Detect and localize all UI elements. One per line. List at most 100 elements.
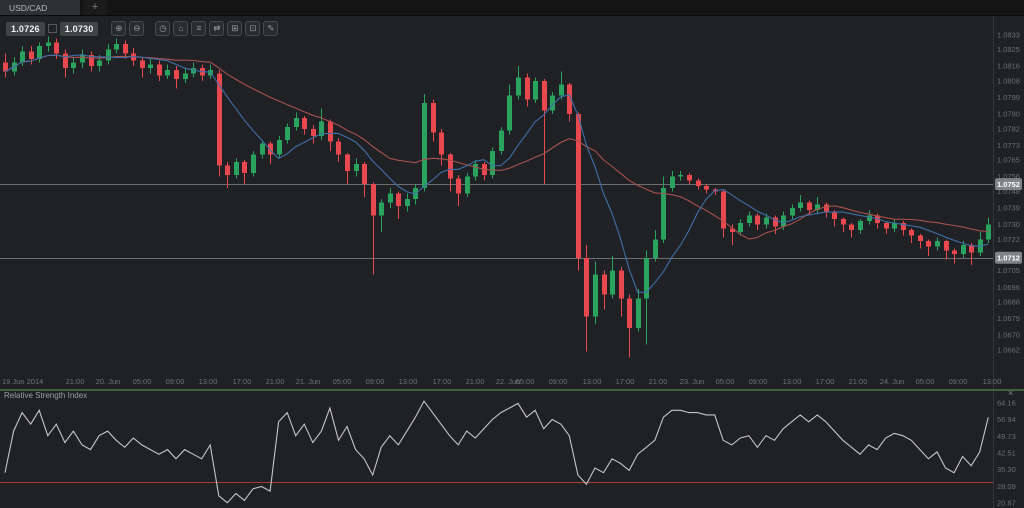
- time-tick-label: 05:00: [716, 377, 735, 386]
- zoom-in-button[interactable]: ⊕: [111, 21, 127, 36]
- candle-body: [721, 191, 726, 229]
- chart-canvas[interactable]: 1.0833 1.0825 1.0816 1.0808 1.0799 1.0790 1.07…: [0, 16, 1024, 508]
- candle-body: [901, 222, 906, 231]
- candle-body: [755, 215, 760, 225]
- candle-body: [858, 220, 863, 231]
- price-tick-label: 1.0662: [997, 345, 1020, 354]
- price-line-tag: 1.0712: [995, 251, 1022, 264]
- price-tick-label: 1.0730: [997, 220, 1020, 229]
- candle-body: [123, 44, 128, 54]
- candle-body: [148, 64, 153, 69]
- candle-body: [371, 184, 376, 216]
- candle-body: [217, 73, 222, 166]
- price-tick-label: 1.0688: [997, 297, 1020, 306]
- chart-toolbar: 1.0726 1.0730 ⊕ ⊖ ◷ ⌂ ≡ ⇄ ⊞ ⊡ ✎: [6, 21, 279, 36]
- candle-body: [191, 68, 196, 74]
- rsi-tick-label: 56.94: [997, 415, 1016, 424]
- indicators-icon: ≡: [196, 23, 202, 33]
- rsi-tick-label: 42.51: [997, 449, 1016, 458]
- candle-body: [422, 103, 427, 188]
- chart-mode-icon: ⇄: [213, 23, 221, 33]
- time-tick-label: 21. Jun: [296, 377, 321, 386]
- price-tick-label: 1.0679: [997, 314, 1020, 323]
- candle-body: [277, 139, 282, 155]
- time-tick-label: 13:00: [399, 377, 418, 386]
- new-tab-button[interactable]: +: [83, 0, 107, 15]
- candle-body: [918, 235, 923, 242]
- drawing-tools-button[interactable]: ✎: [263, 21, 279, 36]
- candle-body: [559, 84, 564, 96]
- time-tick-label: 17:00: [433, 377, 452, 386]
- tab-usdcad[interactable]: USD/CAD: [0, 0, 80, 15]
- zoom-out-button[interactable]: ⊖: [129, 21, 145, 36]
- price-tick-label: 1.0790: [997, 110, 1020, 119]
- ma-slow-line: [4, 54, 989, 240]
- candle-body: [3, 62, 8, 72]
- candle-body: [567, 84, 572, 115]
- candle-body: [781, 215, 786, 227]
- snapshot-icon: ⊡: [249, 23, 257, 33]
- svg-text:1.0712: 1.0712: [997, 253, 1020, 262]
- chart-type-button[interactable]: ⌂: [173, 21, 189, 36]
- time-tick-label: 23. Jun: [680, 377, 705, 386]
- price-tick-label: 1.0782: [997, 124, 1020, 133]
- candle-body: [71, 62, 76, 69]
- candle-body: [764, 217, 769, 225]
- candle-body: [909, 230, 914, 236]
- link-charts-button[interactable]: ⊞: [227, 21, 243, 36]
- price-tick-label: 1.0816: [997, 62, 1020, 71]
- price-tick-label: 1.0765: [997, 156, 1020, 165]
- candle-body: [986, 224, 991, 240]
- candle-body: [20, 51, 25, 63]
- svg-text:1.0752: 1.0752: [997, 180, 1020, 189]
- indicators-button[interactable]: ≡: [191, 21, 207, 36]
- candle-body: [140, 60, 145, 69]
- candle-body: [285, 126, 290, 140]
- candle-body: [106, 49, 111, 61]
- ask-price[interactable]: 1.0730: [59, 21, 99, 36]
- candle-body: [63, 53, 68, 69]
- time-tick-label: 21:00: [266, 377, 285, 386]
- candle-body: [336, 141, 341, 155]
- price-axis-ticks: 1.0833 1.0825 1.0816 1.0808 1.0799 1.0790 1.07…: [997, 30, 1020, 354]
- candle-body: [969, 244, 974, 253]
- candle-body: [328, 121, 333, 142]
- candle-body: [892, 222, 897, 229]
- candle-body: [260, 143, 265, 155]
- candle-body: [379, 202, 384, 216]
- candle-body: [627, 298, 632, 328]
- time-tick-label: 17:00: [616, 377, 635, 386]
- candle-body: [961, 244, 966, 255]
- candle-body: [798, 202, 803, 209]
- link-charts-icon: ⊞: [231, 23, 239, 33]
- timeframe-button[interactable]: ◷: [155, 21, 171, 36]
- candle-body: [448, 154, 453, 179]
- candle-body: [97, 60, 102, 67]
- crisp-layer: [0, 16, 1024, 508]
- rsi-close-button[interactable]: ×: [1008, 388, 1014, 398]
- spread-toggle[interactable]: [47, 24, 57, 33]
- price-tick-label: 1.0722: [997, 235, 1020, 244]
- price-tick-label: 1.0748: [997, 187, 1020, 196]
- price-tick-label: 1.0833: [997, 30, 1020, 39]
- candle-body: [490, 150, 495, 175]
- candle-body: [542, 80, 547, 111]
- candle-body: [46, 42, 51, 46]
- bid-price[interactable]: 1.0726: [6, 21, 45, 36]
- snapshot-button[interactable]: ⊡: [245, 21, 261, 36]
- time-tick-label: 17:00: [816, 377, 835, 386]
- candle-body: [593, 274, 598, 317]
- zoom-in-icon: ⊕: [115, 23, 123, 33]
- timeframe-icon: ◷: [159, 23, 167, 33]
- candle-body: [311, 128, 316, 137]
- candle-body: [516, 77, 521, 96]
- candle-body: [183, 73, 188, 80]
- candle-body: [807, 202, 812, 210]
- candle-body: [619, 270, 624, 299]
- candle-body: [849, 224, 854, 231]
- time-tick-label: 21:00: [466, 377, 485, 386]
- candle-body: [456, 178, 461, 194]
- chart-mode-button[interactable]: ⇄: [209, 21, 225, 36]
- candle-body: [465, 176, 470, 194]
